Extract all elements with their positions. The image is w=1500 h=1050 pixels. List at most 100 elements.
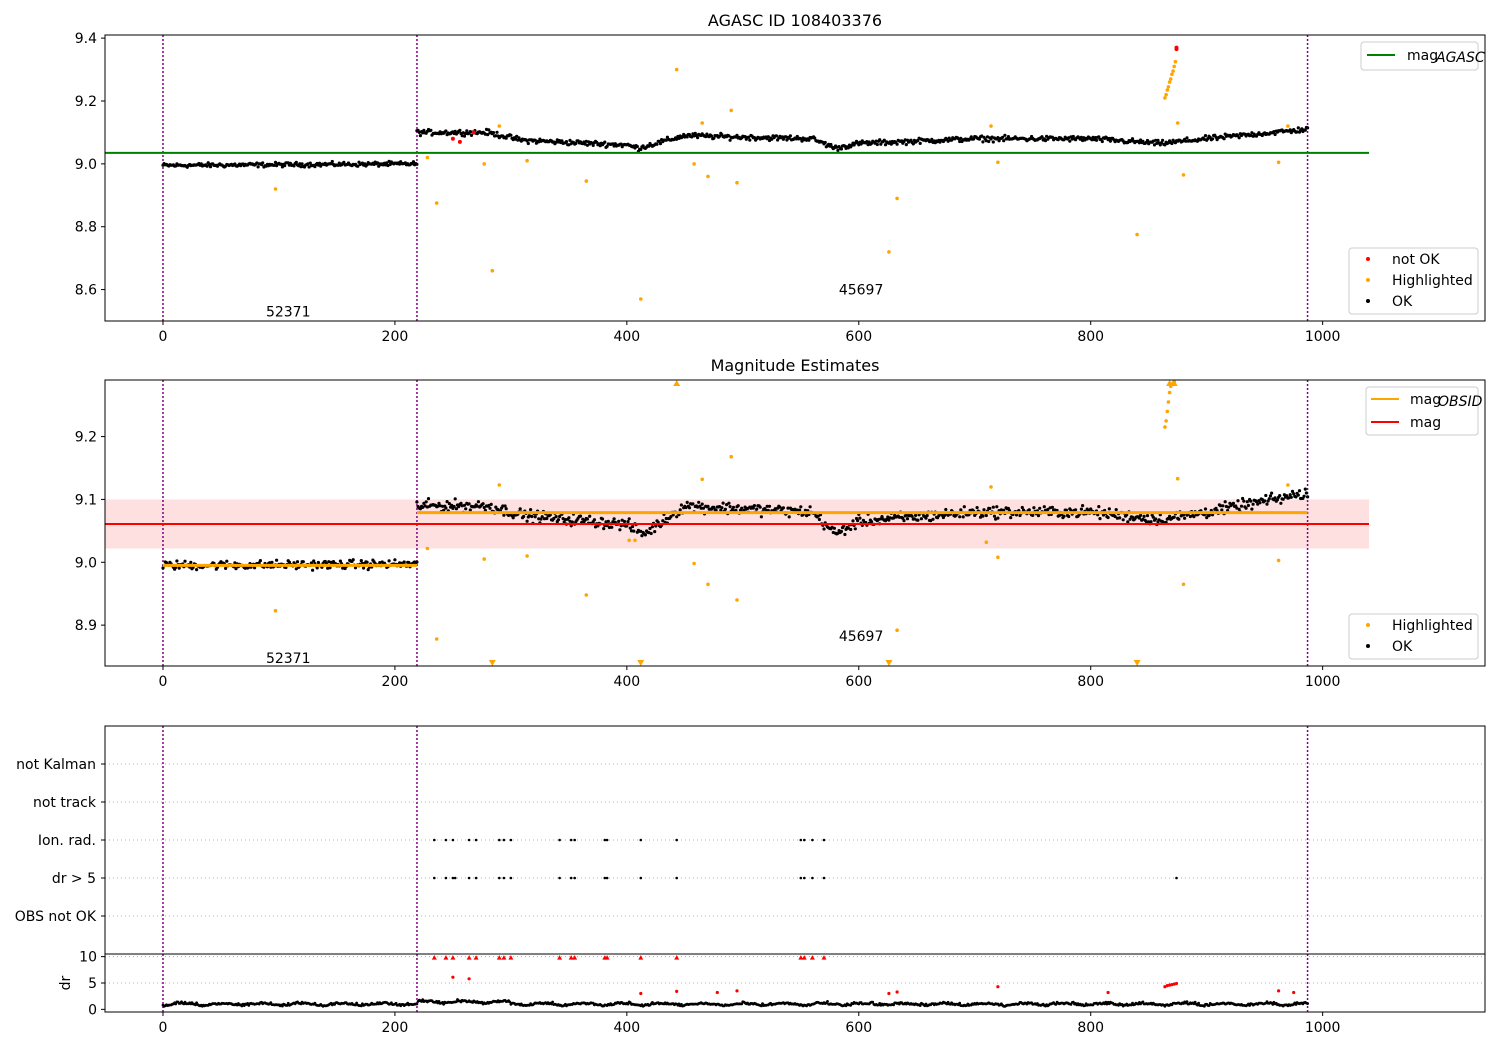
- ok-point: [454, 507, 458, 511]
- x-tick-label: 800: [1077, 674, 1104, 690]
- clipped-down-marker: [1133, 660, 1141, 666]
- ok-point: [632, 529, 636, 533]
- dr-clipped-marker: [674, 955, 680, 960]
- ok-point: [1159, 141, 1164, 145]
- ok-point: [1002, 139, 1006, 143]
- ok-point: [503, 504, 507, 508]
- ok-point: [224, 566, 228, 571]
- ok-point: [283, 164, 287, 168]
- ok-point: [294, 160, 298, 164]
- ok-point: [687, 506, 692, 510]
- ok-point: [930, 137, 934, 141]
- ok-point: [1031, 513, 1035, 518]
- ok-point: [610, 525, 614, 529]
- ok-point: [445, 500, 449, 504]
- highlighted-point: [729, 454, 733, 459]
- obsid-label: 52371: [266, 305, 311, 321]
- ok-point: [1239, 504, 1244, 508]
- dr-gt5-flag-point: [811, 876, 814, 880]
- y-tick-label: 10: [79, 950, 97, 966]
- highlighted-point: [1171, 69, 1175, 73]
- y-axis-label: dr: [58, 975, 74, 990]
- dr-clipped-marker: [798, 955, 804, 960]
- highlighted-point: [706, 174, 710, 179]
- ok-point: [958, 139, 962, 144]
- ok-point: [846, 526, 850, 530]
- ok-point: [631, 524, 635, 529]
- obsid-label: 52371: [266, 651, 311, 667]
- dr-large-point: [675, 989, 679, 994]
- y-tick-label: 8.9: [75, 618, 97, 634]
- dr-gt5-flag-point: [822, 876, 826, 880]
- ion-rad-flag-point: [799, 838, 803, 842]
- ok-point: [183, 559, 187, 563]
- dr-ok-point: [958, 1001, 962, 1005]
- ok-point: [487, 503, 491, 508]
- legend-label: mag: [1410, 415, 1441, 431]
- ok-point: [728, 505, 732, 509]
- dr-gt5-flag-point: [467, 876, 471, 880]
- ok-point: [643, 533, 648, 537]
- ok-point: [1139, 513, 1143, 518]
- ok-point: [273, 160, 278, 164]
- ok-point: [629, 529, 634, 533]
- ok-point: [208, 165, 213, 169]
- dr-clipped-marker: [801, 955, 807, 960]
- ok-point: [1064, 508, 1068, 512]
- not-ok-point: [457, 139, 462, 144]
- ok-point: [1074, 508, 1078, 512]
- ok-point: [453, 497, 457, 501]
- agasc-magnitude-panel: 52371 45697 0 200 400 600 800 1000 8.6 8.8 9.0 9.2 9…: [75, 31, 1486, 345]
- ok-point: [959, 136, 963, 140]
- dr-large-point: [887, 991, 891, 996]
- ok-point: [362, 566, 366, 570]
- ok-point: [1079, 507, 1083, 511]
- ok-point: [1203, 507, 1208, 511]
- ok-point: [798, 508, 802, 512]
- ok-point: [1027, 508, 1031, 512]
- ok-point: [842, 524, 846, 528]
- legend-marker: [1366, 299, 1370, 303]
- ok-point: [300, 162, 304, 166]
- highlighted-point: [996, 160, 1000, 165]
- legend-marker: [1366, 644, 1370, 648]
- ok-point: [418, 507, 422, 511]
- ok-point: [661, 519, 665, 523]
- ok-point: [205, 164, 209, 168]
- ok-point: [1303, 487, 1307, 491]
- highlighted-point: [497, 483, 502, 487]
- ok-point: [1121, 518, 1125, 522]
- ok-point: [785, 138, 789, 142]
- ok-point: [1050, 505, 1054, 509]
- ok-point: [568, 138, 572, 142]
- category-label: dr > 5: [52, 871, 96, 887]
- ok-point: [385, 161, 389, 165]
- legend-subscript: OBSID: [1438, 394, 1483, 410]
- ok-point: [875, 142, 879, 147]
- y-tick-label: 0: [88, 1002, 97, 1018]
- ok-point: [1265, 502, 1269, 506]
- ok-point: [1108, 139, 1112, 143]
- ok-point: [832, 526, 837, 530]
- ok-point: [476, 500, 480, 504]
- dr-large-point: [1163, 985, 1167, 989]
- dr-ok-point: [918, 1004, 922, 1007]
- dr-ok-point: [508, 1000, 512, 1004]
- highlighted-point: [700, 121, 704, 125]
- ok-point: [539, 517, 543, 521]
- ok-point: [1152, 143, 1157, 147]
- ion-rad-flag-point: [444, 838, 448, 842]
- ok-point: [1070, 137, 1074, 141]
- x-tick-label: 400: [613, 329, 640, 345]
- ok-point: [883, 143, 888, 147]
- ok-point: [177, 566, 181, 570]
- ok-point: [679, 503, 684, 507]
- ok-point: [977, 137, 982, 141]
- ok-point: [595, 140, 599, 144]
- ok-point: [1009, 516, 1013, 520]
- ok-point: [486, 133, 490, 137]
- ok-point: [916, 518, 920, 522]
- ok-point: [1020, 505, 1024, 510]
- ok-point: [1258, 501, 1262, 505]
- ok-point: [1130, 137, 1135, 141]
